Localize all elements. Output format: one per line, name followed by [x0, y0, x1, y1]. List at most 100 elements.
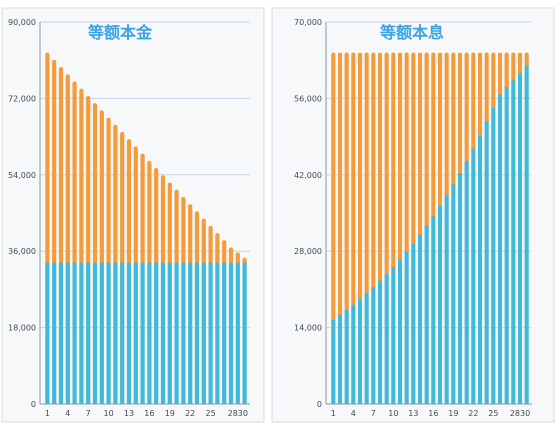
bar-principal	[417, 234, 423, 404]
bar-interest	[331, 52, 336, 323]
x-tick-label: 4	[351, 409, 356, 418]
bar-principal	[477, 135, 483, 404]
bar-principal	[484, 121, 489, 404]
bar-principal	[208, 262, 213, 404]
y-tick-label: 36,000	[8, 247, 36, 256]
bar-interest	[201, 218, 206, 265]
y-tick-label: 56,000	[294, 94, 322, 103]
bar-principal	[65, 262, 70, 404]
bar-interest	[377, 52, 383, 283]
bar-principal	[331, 319, 336, 404]
bar-principal	[351, 304, 356, 404]
chart-equal-installment: 0 14,000 28,000 42,000 56,000 70,000 1 4 7 10 13 16…	[294, 18, 532, 418]
chart-equal-principal: 0 18,000 36,000 54,000 72,000 90,000 1 4 7 10 13 16…	[8, 18, 250, 418]
chart-title-equal-principal: 等额本金	[87, 23, 153, 42]
bar-principal	[99, 262, 104, 404]
bar-principal	[437, 205, 443, 404]
bar-principal	[113, 262, 118, 404]
bar-interest	[235, 252, 240, 265]
bar-interest	[154, 168, 159, 265]
bar-interest	[133, 146, 138, 265]
bar-principal	[377, 280, 383, 404]
bar-principal	[235, 262, 240, 404]
bar-interest	[188, 204, 193, 265]
x-tick-label: 19	[165, 409, 175, 418]
x-tick-label: 22	[468, 409, 478, 418]
bar-interest	[215, 232, 220, 265]
bar-interest	[404, 52, 409, 254]
bar-principal	[491, 107, 496, 405]
x-tick-label: 2830	[228, 409, 248, 418]
bar-principal	[397, 259, 403, 404]
bar-interest	[52, 59, 57, 265]
bar-principal	[45, 262, 50, 404]
x-tick-label: 25	[488, 409, 498, 418]
bar-principal	[424, 225, 429, 404]
bar-principal	[86, 262, 91, 404]
bar-interest	[86, 95, 91, 265]
x-tick-label: 1	[331, 409, 336, 418]
bar-interest	[181, 196, 186, 265]
bar-principal	[464, 161, 469, 404]
bar-interest	[457, 52, 463, 176]
bar-principal	[471, 148, 476, 404]
bar-principal	[106, 262, 111, 404]
bar-principal	[222, 262, 227, 404]
bar-interest	[174, 189, 179, 265]
bar-principal	[511, 80, 516, 405]
bar-principal	[201, 262, 206, 404]
x-tick-label: 7	[371, 409, 376, 418]
bar-interest	[511, 52, 516, 83]
bar-principal	[357, 299, 363, 404]
x-tick-label: 16	[144, 409, 154, 418]
x-tick-label: 7	[86, 409, 91, 418]
y-tick-label: 90,000	[8, 18, 36, 27]
bar-interest	[147, 160, 152, 265]
bar-interest	[391, 52, 396, 270]
bar-principal	[337, 315, 343, 404]
bar-interest	[351, 52, 356, 307]
bar-interest	[106, 117, 111, 265]
bar-interest	[484, 52, 489, 124]
bar-principal	[194, 262, 200, 404]
bar-principal	[431, 216, 436, 404]
x-tick-label: 22	[185, 409, 195, 418]
bar-interest	[431, 52, 436, 219]
bar-principal	[174, 262, 179, 404]
bar-interest	[79, 88, 84, 265]
bar-interest	[92, 103, 98, 265]
x-tick-label: 4	[65, 409, 70, 418]
x-tick-label: 10	[104, 409, 114, 418]
bar-principal	[160, 262, 166, 404]
bar-principal	[242, 262, 247, 404]
bar-interest	[517, 52, 523, 76]
bar-interest	[524, 52, 529, 68]
chart-title-equal-installment: 等额本息	[379, 23, 444, 42]
bar-principal	[404, 251, 409, 404]
bar-principal	[58, 262, 64, 404]
x-tick-label: 13	[408, 409, 418, 418]
bar-principal	[79, 262, 84, 404]
bar-interest	[491, 52, 496, 110]
bar-interest	[497, 52, 503, 97]
y-tick-label: 0	[31, 400, 36, 409]
bar-interest	[371, 52, 376, 290]
bar-interest	[471, 52, 476, 151]
bar-interest	[65, 74, 70, 265]
x-tick-label: 1	[45, 409, 50, 418]
y-tick-label: 14,000	[294, 324, 322, 333]
bar-principal	[444, 195, 449, 404]
bar-interest	[357, 52, 363, 302]
y-tick-label: 54,000	[8, 171, 36, 180]
bar-principal	[120, 262, 125, 404]
bar-interest	[120, 131, 125, 265]
x-tick-label: 10	[388, 409, 398, 418]
x-tick-label: 25	[206, 409, 216, 418]
bar-principal	[524, 65, 529, 405]
bar-interest	[424, 52, 429, 228]
bar-interest	[397, 52, 403, 262]
bar-interest	[58, 66, 64, 265]
bar-principal	[188, 262, 193, 404]
bar-principal	[391, 267, 396, 404]
